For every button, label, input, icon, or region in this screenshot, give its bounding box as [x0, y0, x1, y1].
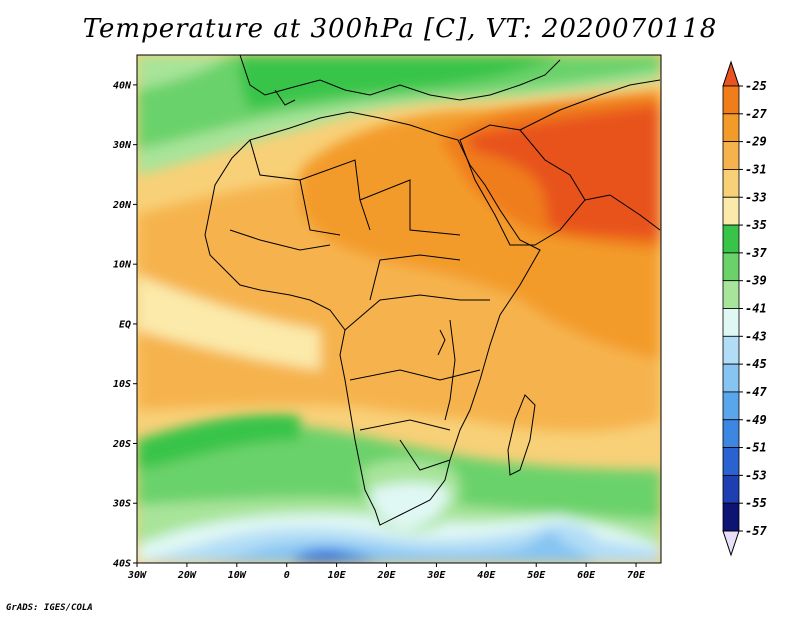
colorbar-swatch	[722, 391, 740, 421]
lon-tick-label: 0	[284, 570, 290, 581]
lon-tick-label: 10E	[328, 570, 347, 581]
lat-tick-label: 10S	[113, 379, 131, 390]
colorbar-swatch	[722, 363, 740, 393]
lon-tick-label: 60E	[577, 570, 596, 581]
lat-tick-label: 10N	[113, 260, 132, 271]
colorbar-label: -49	[745, 413, 767, 427]
longitude-tick-labels: 30W 20W 10W 0 10E 20E 30E 40E 50E 60E 70E	[127, 563, 646, 581]
colorbar-bottom-triangle	[722, 530, 740, 557]
colorbar-swatch	[722, 196, 740, 226]
lon-tick-label: 20E	[376, 570, 396, 581]
colorbar-label: -41	[745, 302, 767, 316]
colorbar-swatch	[722, 280, 740, 309]
colorbar-swatch	[722, 474, 740, 504]
colorbar-label: -31	[745, 162, 767, 176]
lon-tick-label: 40E	[477, 570, 496, 581]
colorbar: -25 -27 -29 -31 -33 -35 -37 -39 -41 -43 -45 -47 -49 -…	[722, 60, 767, 557]
colorbar-top-triangle	[722, 60, 740, 87]
lon-tick-label: 50E	[527, 570, 546, 581]
latitude-tick-labels: 40N 30N 20N 10N EQ 10S 20S 30S 40S	[112, 80, 137, 570]
colorbar-label: -57	[745, 524, 767, 538]
colorbar-swatch	[722, 169, 740, 198]
colorbar-swatch	[722, 113, 740, 143]
colorbar-label: -25	[745, 79, 767, 93]
colorbar-swatch	[722, 502, 740, 532]
lat-tick-label: 30N	[112, 140, 132, 151]
colorbar-label: -47	[745, 385, 767, 399]
map-title: Temperature at 300hPa [C], VT: 202007011…	[82, 14, 718, 44]
lat-tick-label: 20S	[112, 439, 131, 450]
lon-tick-label: 30W	[127, 570, 147, 581]
coastlines	[204, 55, 661, 526]
colorbar-label: -33	[745, 190, 767, 204]
lat-tick-label: 30S	[112, 499, 131, 510]
plot-frame	[136, 54, 662, 564]
colorbar-swatch	[722, 335, 740, 365]
colorbar-label: -51	[745, 441, 767, 455]
colorbar-swatch	[722, 224, 740, 254]
grads-credit: GrADS: IGES/COLA	[6, 603, 93, 613]
colorbar-swatch	[722, 447, 740, 476]
colorbar-label: -29	[745, 135, 767, 149]
lon-tick-label: 20W	[177, 570, 197, 581]
lat-tick-label: 40N	[113, 80, 132, 91]
colorbar-label: -45	[745, 357, 767, 371]
colorbar-swatch	[722, 85, 740, 115]
temperature-field	[137, 55, 661, 563]
lon-tick-label: 70E	[627, 570, 646, 581]
colorbar-label: -43	[745, 329, 767, 343]
lat-tick-label: EQ	[119, 319, 131, 330]
colorbar-label: -35	[745, 218, 767, 232]
colorbar-label: -55	[745, 496, 767, 510]
colorbar-label: -27	[745, 107, 767, 121]
colorbar-swatch	[722, 308, 740, 337]
lat-tick-label: 20N	[112, 200, 132, 211]
colorbar-swatch	[722, 252, 740, 282]
colorbar-label: -37	[745, 246, 767, 260]
lon-tick-label: 30E	[426, 570, 446, 581]
lat-tick-label: 40S	[113, 559, 131, 570]
colorbar-swatch	[722, 419, 740, 448]
colorbar-label: -53	[745, 468, 767, 482]
colorbar-swatch	[722, 141, 740, 170]
lon-tick-label: 10W	[228, 570, 247, 581]
colorbar-label: -39	[745, 274, 767, 288]
